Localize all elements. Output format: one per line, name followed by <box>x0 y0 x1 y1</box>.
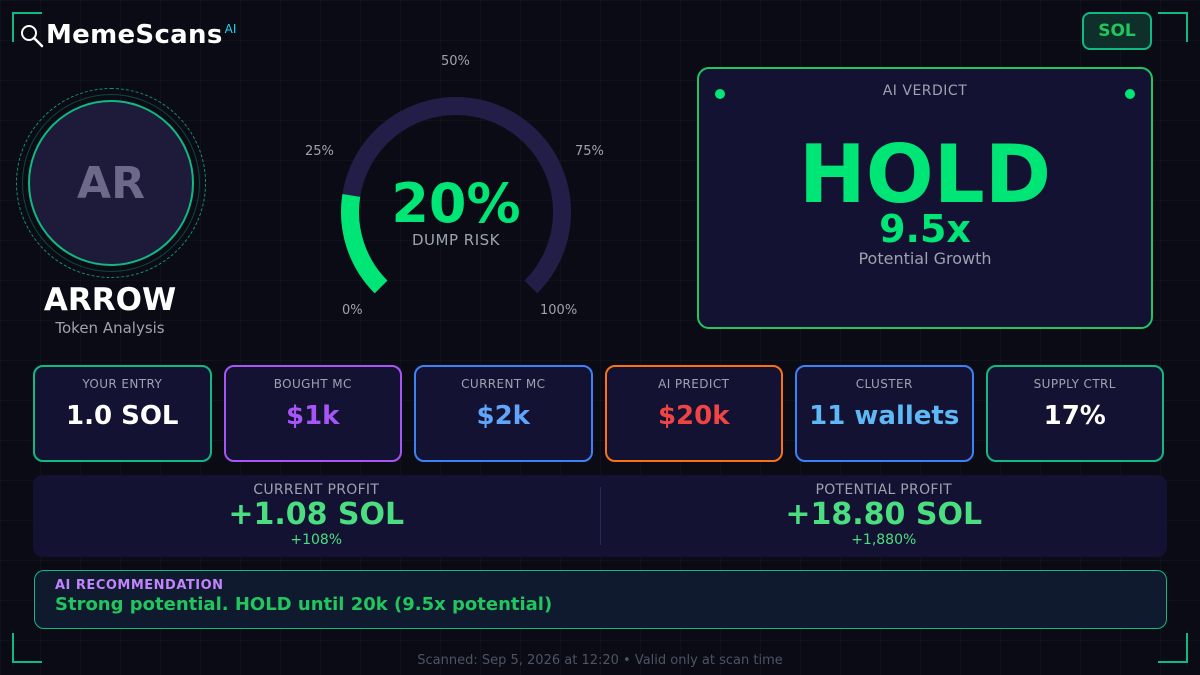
gauge-tick-100: 100% <box>540 303 578 318</box>
verdict-title: AI VERDICT <box>882 83 968 99</box>
corner-bracket <box>1158 12 1188 42</box>
stat-label: AI PREDICT <box>658 377 730 391</box>
status-dot <box>715 89 725 99</box>
stat-value: $20k <box>657 401 730 431</box>
potential-profit-pct: +1,880% <box>851 532 917 548</box>
gauge-tick-50: 50% <box>441 54 470 69</box>
recommendation-text: Strong potential. HOLD until 20k (9.5x p… <box>55 594 553 615</box>
potential-profit-label: POTENTIAL PROFIT <box>815 482 953 498</box>
stat-value: 1.0 SOL <box>65 401 179 431</box>
verdict-action: HOLD <box>798 128 1052 221</box>
current-profit-value: +1.08 SOL <box>228 497 405 532</box>
gauge-tick-75: 75% <box>575 144 604 159</box>
stats-row: YOUR ENTRY 1.0 SOL BOUGHT MC $1k CURRENT… <box>33 365 1164 462</box>
chain-badge[interactable]: SOL <box>1082 12 1152 50</box>
current-profit: CURRENT PROFIT +1.08 SOL +108% <box>33 475 600 557</box>
stat-label: YOUR ENTRY <box>82 377 163 391</box>
gauge-tick-0: 0% <box>342 303 363 318</box>
stat-label: BOUGHT MC <box>273 377 352 391</box>
brand-logo: MemeScans AI <box>20 20 236 50</box>
divider <box>599 487 601 545</box>
stat-label: CLUSTER <box>855 377 913 391</box>
scan-footer: Scanned: Sep 5, 2026 at 12:20 • Valid on… <box>417 653 783 668</box>
potential-profit: POTENTIAL PROFIT +18.80 SOL +1,880% <box>601 475 1168 557</box>
current-profit-label: CURRENT PROFIT <box>253 482 380 498</box>
token-name: ARROW <box>43 282 177 318</box>
verdict-multiplier: 9.5x <box>879 207 971 251</box>
avatar-ring <box>22 94 200 272</box>
stat-label: SUPPLY CTRL <box>1033 377 1116 391</box>
gauge-tick-25: 25% <box>305 144 334 159</box>
stat-value: $1k <box>286 401 340 431</box>
corner-bracket <box>1158 633 1188 663</box>
stat-card-bought-mc: BOUGHT MC $1k <box>223 365 402 462</box>
dump-risk-label: DUMP RISK <box>412 231 500 249</box>
gauge-fill <box>341 194 388 294</box>
stat-value: 17% <box>1043 401 1106 431</box>
stat-value: 11 wallets <box>809 401 960 431</box>
current-profit-pct: +108% <box>290 532 343 548</box>
stat-card-current-mc: CURRENT MC $2k <box>414 365 593 462</box>
stat-value: $2k <box>476 401 530 431</box>
token-avatar: AR <box>28 100 194 266</box>
ai-verdict-panel: AI VERDICT HOLD 9.5x Potential Growth <box>697 67 1153 329</box>
stat-card-supply-ctrl: SUPPLY CTRL 17% <box>985 365 1164 462</box>
brand-name: MemeScans <box>46 20 223 50</box>
stat-card-entry: YOUR ENTRY 1.0 SOL <box>33 365 212 462</box>
corner-bracket <box>12 633 42 663</box>
dump-risk-gauge <box>341 97 571 294</box>
ai-recommendation: AI RECOMMENDATION Strong potential. HOLD… <box>34 570 1167 629</box>
token-subtitle: Token Analysis <box>55 319 165 337</box>
dump-risk-value: 20% <box>391 172 521 235</box>
recommendation-label: AI RECOMMENDATION <box>55 578 224 593</box>
search-icon <box>21 25 44 48</box>
corner-bracket <box>12 12 42 42</box>
potential-profit-value: +18.80 SOL <box>785 497 983 532</box>
profit-panel: CURRENT PROFIT +1.08 SOL +108% POTENTIAL… <box>33 475 1167 557</box>
stat-label: CURRENT MC <box>461 377 546 391</box>
verdict-subtitle: Potential Growth <box>858 249 992 268</box>
stat-card-ai-predict: AI PREDICT $20k <box>604 365 783 462</box>
stat-card-cluster: CLUSTER 11 wallets <box>795 365 974 462</box>
brand-ai-superscript: AI <box>224 22 237 36</box>
status-dot <box>1125 89 1135 99</box>
avatar-ring <box>16 88 206 278</box>
